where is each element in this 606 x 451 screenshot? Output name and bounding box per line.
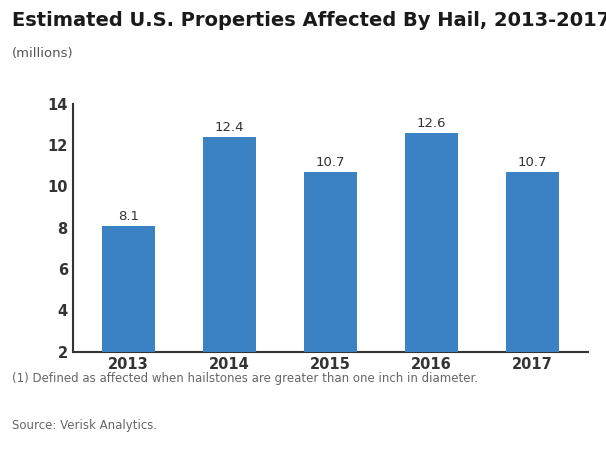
Text: Source: Verisk Analytics.: Source: Verisk Analytics. (12, 419, 157, 433)
Bar (304, 172, 356, 352)
Bar (405, 133, 458, 352)
Bar (102, 226, 155, 352)
Text: 8.1: 8.1 (118, 210, 139, 223)
Text: Estimated U.S. Properties Affected By Hail, 2013-2017: Estimated U.S. Properties Affected By Ha… (12, 11, 606, 30)
Text: 12.4: 12.4 (215, 121, 244, 134)
Text: 10.7: 10.7 (518, 156, 547, 170)
Text: (millions): (millions) (12, 47, 74, 60)
Bar (203, 137, 256, 352)
Text: (1) Defined as affected when hailstones are greater than one inch in diameter.: (1) Defined as affected when hailstones … (12, 372, 478, 385)
Bar (506, 172, 559, 352)
Text: 12.6: 12.6 (416, 117, 446, 130)
Text: 10.7: 10.7 (316, 156, 345, 170)
